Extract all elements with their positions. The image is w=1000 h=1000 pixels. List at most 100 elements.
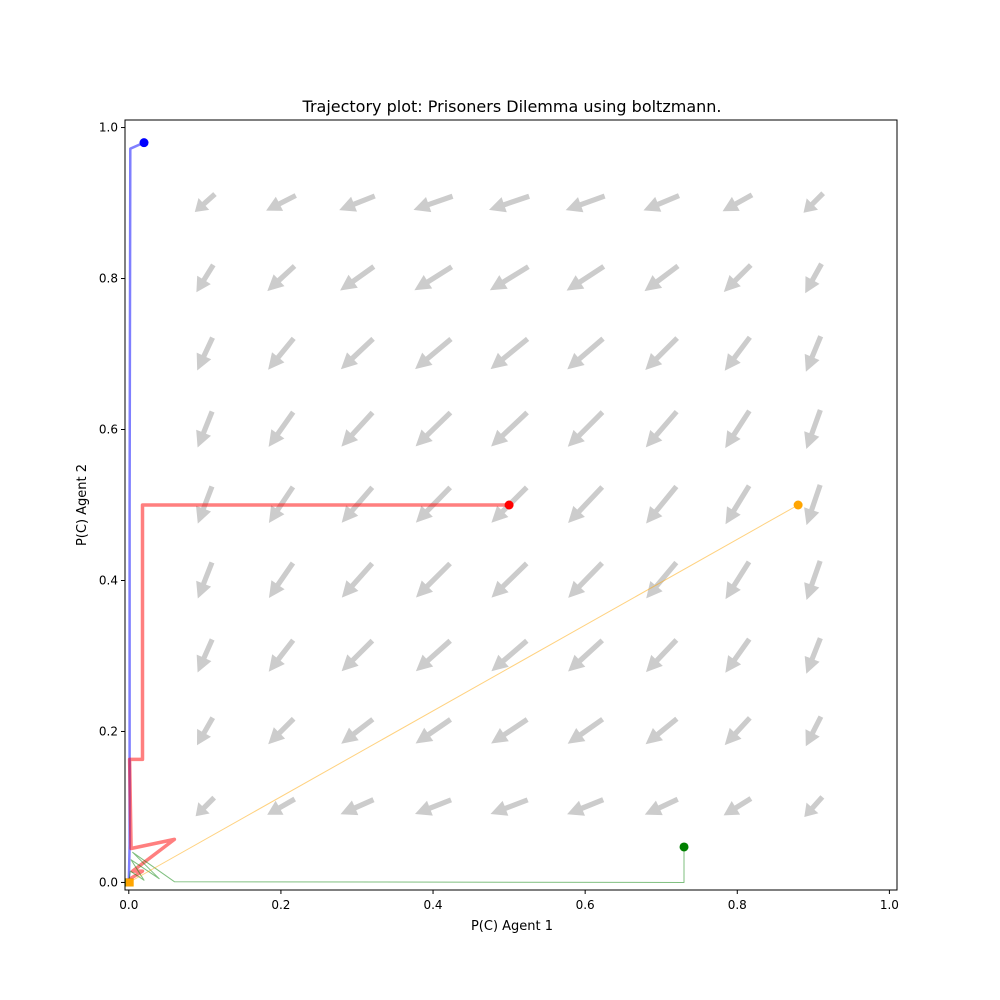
x-tick-label: 0.6 <box>576 898 595 912</box>
field-arrow <box>804 409 823 449</box>
field-arrow <box>489 264 530 291</box>
field-arrow <box>341 410 375 447</box>
field-arrow <box>566 264 606 291</box>
x-tick-label: 0.4 <box>423 898 442 912</box>
y-axis-ticks: 0.0 0.2 0.4 0.6 0.8 1.0 <box>99 121 125 889</box>
field-arrow <box>416 561 452 598</box>
field-arrow <box>268 410 296 447</box>
field-arrow <box>645 716 679 745</box>
field-arrow <box>268 638 296 672</box>
field-arrow <box>723 263 753 292</box>
field-arrow <box>567 797 605 816</box>
field-arrow <box>804 335 824 372</box>
field-arrow <box>341 717 375 744</box>
field-arrow <box>646 484 679 524</box>
x-axis-label: P(C) Agent 1 <box>471 919 553 934</box>
field-arrow <box>339 193 376 212</box>
field-arrow <box>568 638 604 672</box>
field-arrow <box>489 193 530 213</box>
field-arrow <box>567 717 605 744</box>
x-tick-label: 1.0 <box>880 898 899 912</box>
trajectory-start-point <box>793 500 803 510</box>
field-arrow <box>414 264 454 291</box>
field-arrow <box>724 335 752 371</box>
field-arrow <box>195 795 216 817</box>
y-tick-label: 0.8 <box>99 272 118 286</box>
field-arrow <box>803 191 825 213</box>
y-tick-label: 0.4 <box>99 573 118 587</box>
field-arrow <box>340 336 375 370</box>
field-arrow <box>415 638 452 672</box>
plot-frame <box>124 119 898 891</box>
trajectory-points <box>124 138 803 887</box>
x-axis-ticks: 0.0 0.2 0.4 0.6 0.8 1.0 <box>119 890 899 912</box>
field-arrow <box>266 193 297 211</box>
field-arrow <box>491 638 529 672</box>
field-arrow <box>415 410 453 447</box>
field-arrow <box>415 797 452 816</box>
field-arrow <box>340 264 376 291</box>
trajectory-line <box>128 847 685 883</box>
field-arrow <box>196 336 215 371</box>
field-arrow <box>722 192 754 212</box>
y-tick-label: 1.0 <box>99 121 118 135</box>
trajectory-line <box>127 141 145 883</box>
field-arrow <box>723 796 753 816</box>
y-tick-label: 0.2 <box>99 724 118 738</box>
field-arrow <box>567 410 605 447</box>
field-arrow <box>725 560 752 600</box>
field-arrow <box>568 485 605 523</box>
trajectory-end-marker <box>125 878 134 887</box>
x-tick-label: 0.0 <box>119 898 138 912</box>
field-arrow <box>725 484 752 525</box>
field-arrow <box>645 336 679 370</box>
field-arrow <box>646 638 679 673</box>
field-arrow <box>724 716 752 746</box>
trajectory-start-point <box>139 138 149 148</box>
field-arrow <box>267 796 296 815</box>
trajectory-start-point <box>504 500 514 510</box>
field-arrow <box>194 192 217 212</box>
field-arrow <box>196 638 215 673</box>
field-arrow <box>196 410 215 448</box>
trajectory-lines <box>127 141 799 884</box>
chart-title: Trajectory plot: Prisoners Dilemma using… <box>302 97 722 116</box>
field-arrow <box>568 561 604 598</box>
field-arrow <box>340 797 375 816</box>
field-arrow <box>341 638 375 672</box>
trajectory-start-point <box>679 842 689 852</box>
y-tick-label: 0.0 <box>99 875 118 889</box>
field-arrow <box>725 637 752 673</box>
field-arrow <box>491 561 529 598</box>
y-axis-label: P(C) Agent 2 <box>75 464 90 546</box>
field-arrow <box>565 193 606 213</box>
field-arrow <box>413 193 454 213</box>
field-arrow <box>491 717 529 744</box>
field-arrow <box>804 484 823 526</box>
field-arrow <box>415 337 453 370</box>
field-arrow <box>804 560 823 600</box>
trajectory-line <box>128 504 799 883</box>
field-arrow <box>197 716 215 746</box>
field-arrow <box>804 637 823 674</box>
x-tick-label: 0.8 <box>728 898 747 912</box>
field-arrow <box>268 716 296 745</box>
field-arrow <box>341 561 375 598</box>
field-arrow <box>643 193 680 212</box>
field-arrow <box>646 560 679 599</box>
field-arrow <box>415 717 452 744</box>
field-arrow <box>805 715 824 747</box>
x-tick-label: 0.2 <box>271 898 290 912</box>
field-arrow <box>490 797 529 816</box>
field-arrow <box>491 410 529 447</box>
y-tick-label: 0.6 <box>99 423 118 437</box>
field-arrow <box>196 561 215 599</box>
field-arrow <box>805 262 824 294</box>
field-arrow <box>645 410 679 448</box>
field-arrow <box>567 336 605 370</box>
field-arrow <box>490 336 530 370</box>
vector-field <box>194 191 825 817</box>
field-arrow <box>644 263 680 292</box>
trajectory-line <box>127 503 510 884</box>
